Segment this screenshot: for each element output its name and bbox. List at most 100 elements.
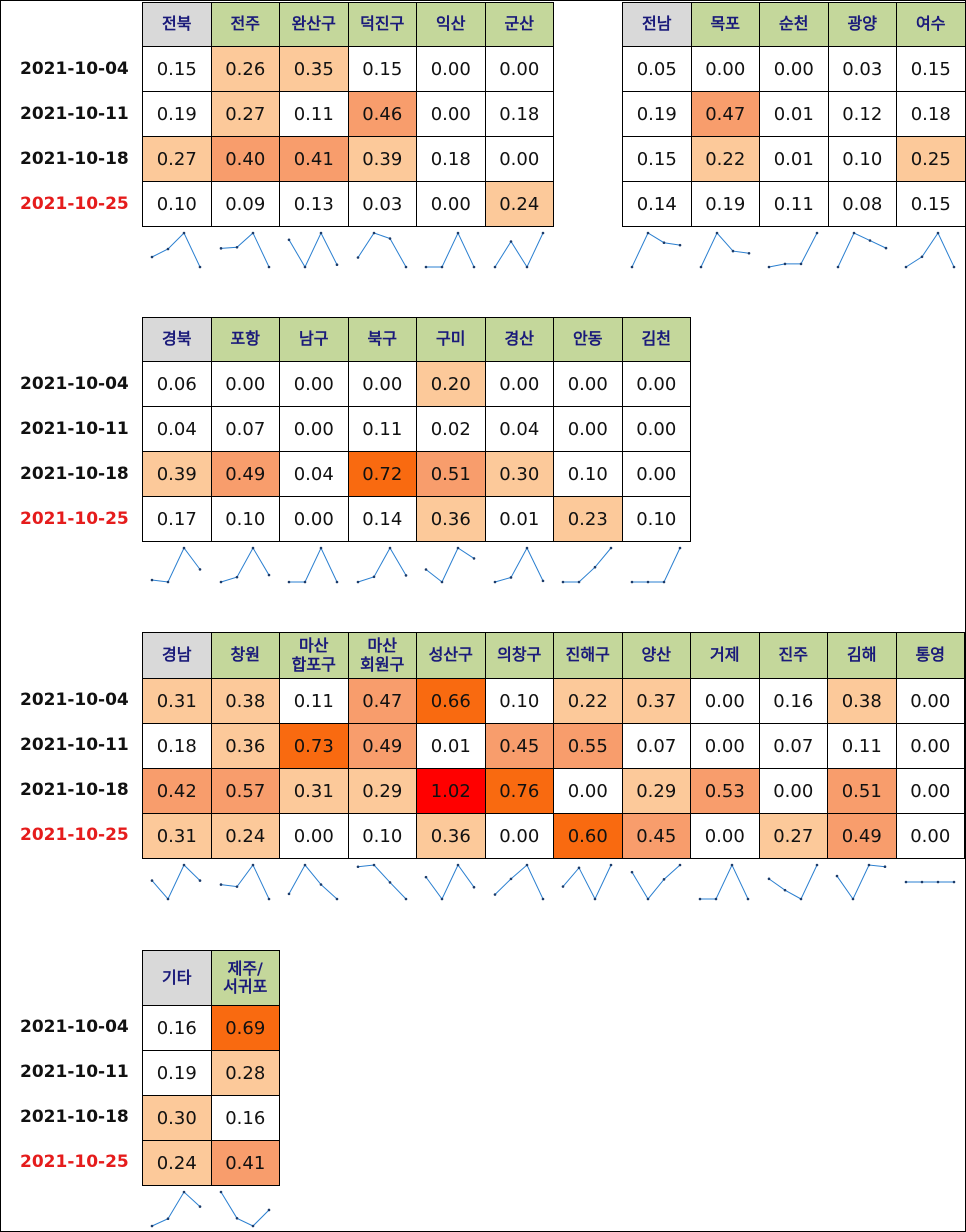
value-cell[interactable]: 0.29 — [347, 768, 417, 814]
value-cell[interactable]: 0.41 — [279, 136, 349, 182]
value-cell[interactable]: 0.11 — [347, 406, 417, 452]
value-cell[interactable]: 0.14 — [347, 496, 417, 542]
value-cell[interactable]: 0.00 — [484, 136, 554, 182]
value-cell[interactable]: 0.14 — [622, 181, 692, 227]
column-header[interactable]: 구미 — [416, 317, 486, 362]
value-cell[interactable]: 0.38 — [210, 678, 280, 724]
value-cell[interactable]: 0.00 — [621, 406, 691, 452]
value-cell[interactable]: 0.00 — [553, 768, 623, 814]
value-cell[interactable]: 0.00 — [279, 496, 349, 542]
value-cell[interactable]: 0.28 — [210, 1050, 280, 1096]
column-header[interactable]: 의창구 — [484, 632, 554, 679]
column-header[interactable]: 안동 — [553, 317, 623, 362]
column-header[interactable]: 덕진구 — [347, 2, 417, 47]
value-cell[interactable]: 0.31 — [279, 768, 349, 814]
value-cell[interactable]: 0.27 — [758, 813, 828, 859]
column-header[interactable]: 순천 — [759, 2, 829, 47]
value-cell[interactable]: 0.00 — [895, 723, 965, 769]
column-header[interactable]: 전북 — [142, 2, 212, 47]
value-cell[interactable]: 0.72 — [347, 451, 417, 497]
value-cell[interactable]: 0.51 — [827, 768, 897, 814]
column-header[interactable]: 경남 — [142, 632, 212, 679]
value-cell[interactable]: 0.36 — [210, 723, 280, 769]
value-cell[interactable]: 0.07 — [210, 406, 280, 452]
value-cell[interactable]: 0.31 — [142, 678, 212, 724]
column-header[interactable]: 통영 — [895, 632, 965, 679]
value-cell[interactable]: 0.11 — [827, 723, 897, 769]
value-cell[interactable]: 0.23 — [553, 496, 623, 542]
value-cell[interactable]: 0.46 — [347, 91, 417, 137]
value-cell[interactable]: 0.76 — [484, 768, 554, 814]
column-header[interactable]: 군산 — [484, 2, 554, 47]
value-cell[interactable]: 0.00 — [484, 46, 554, 92]
value-cell[interactable]: 0.15 — [896, 181, 966, 227]
value-cell[interactable]: 0.41 — [210, 1140, 280, 1186]
value-cell[interactable]: 0.27 — [142, 136, 212, 182]
value-cell[interactable]: 0.26 — [210, 46, 280, 92]
column-header[interactable]: 진해구 — [553, 632, 623, 679]
value-cell[interactable]: 0.00 — [895, 678, 965, 724]
value-cell[interactable]: 0.10 — [484, 678, 554, 724]
value-cell[interactable]: 0.01 — [416, 723, 486, 769]
column-header[interactable]: 마산 회원구 — [347, 632, 417, 679]
value-cell[interactable]: 0.15 — [347, 46, 417, 92]
column-header[interactable]: 전주 — [210, 2, 280, 47]
value-cell[interactable]: 0.30 — [142, 1095, 212, 1141]
value-cell[interactable]: 0.04 — [484, 406, 554, 452]
value-cell[interactable]: 0.13 — [279, 181, 349, 227]
value-cell[interactable]: 0.24 — [484, 181, 554, 227]
value-cell[interactable]: 0.45 — [621, 813, 691, 859]
value-cell[interactable]: 0.00 — [279, 406, 349, 452]
value-cell[interactable]: 0.00 — [759, 46, 829, 92]
value-cell[interactable]: 0.00 — [416, 91, 486, 137]
value-cell[interactable]: 0.00 — [895, 768, 965, 814]
column-header[interactable]: 성산구 — [416, 632, 486, 679]
value-cell[interactable]: 0.08 — [827, 181, 897, 227]
value-cell[interactable]: 0.03 — [347, 181, 417, 227]
value-cell[interactable]: 0.51 — [416, 451, 486, 497]
value-cell[interactable]: 0.36 — [416, 813, 486, 859]
value-cell[interactable]: 0.12 — [827, 91, 897, 137]
value-cell[interactable]: 0.19 — [142, 91, 212, 137]
value-cell[interactable]: 0.00 — [690, 46, 760, 92]
value-cell[interactable]: 0.39 — [347, 136, 417, 182]
value-cell[interactable]: 0.47 — [690, 91, 760, 137]
value-cell[interactable]: 0.49 — [347, 723, 417, 769]
value-cell[interactable]: 0.00 — [416, 181, 486, 227]
value-cell[interactable]: 0.03 — [827, 46, 897, 92]
column-header[interactable]: 김해 — [827, 632, 897, 679]
value-cell[interactable]: 0.06 — [142, 361, 212, 407]
value-cell[interactable]: 0.01 — [759, 91, 829, 137]
value-cell[interactable]: 0.09 — [210, 181, 280, 227]
value-cell[interactable]: 0.10 — [210, 496, 280, 542]
value-cell[interactable]: 0.55 — [553, 723, 623, 769]
value-cell[interactable]: 0.00 — [690, 723, 760, 769]
value-cell[interactable]: 0.00 — [621, 451, 691, 497]
value-cell[interactable]: 0.30 — [484, 451, 554, 497]
value-cell[interactable]: 0.00 — [279, 813, 349, 859]
value-cell[interactable]: 0.42 — [142, 768, 212, 814]
value-cell[interactable]: 0.00 — [347, 361, 417, 407]
value-cell[interactable]: 0.15 — [142, 46, 212, 92]
value-cell[interactable]: 0.53 — [690, 768, 760, 814]
value-cell[interactable]: 0.18 — [484, 91, 554, 137]
value-cell[interactable]: 0.38 — [827, 678, 897, 724]
value-cell[interactable]: 0.00 — [690, 813, 760, 859]
column-header[interactable]: 포항 — [210, 317, 280, 362]
value-cell[interactable]: 0.24 — [142, 1140, 212, 1186]
value-cell[interactable]: 0.00 — [484, 813, 554, 859]
value-cell[interactable]: 0.47 — [347, 678, 417, 724]
column-header[interactable]: 창원 — [210, 632, 280, 679]
value-cell[interactable]: 0.01 — [484, 496, 554, 542]
value-cell[interactable]: 0.22 — [690, 136, 760, 182]
value-cell[interactable]: 0.31 — [142, 813, 212, 859]
value-cell[interactable]: 0.18 — [896, 91, 966, 137]
value-cell[interactable]: 0.22 — [553, 678, 623, 724]
value-cell[interactable]: 0.40 — [210, 136, 280, 182]
value-cell[interactable]: 0.18 — [142, 723, 212, 769]
value-cell[interactable]: 0.00 — [210, 361, 280, 407]
column-header[interactable]: 남구 — [279, 317, 349, 362]
value-cell[interactable]: 0.66 — [416, 678, 486, 724]
column-header[interactable]: 경북 — [142, 317, 212, 362]
value-cell[interactable]: 0.45 — [484, 723, 554, 769]
